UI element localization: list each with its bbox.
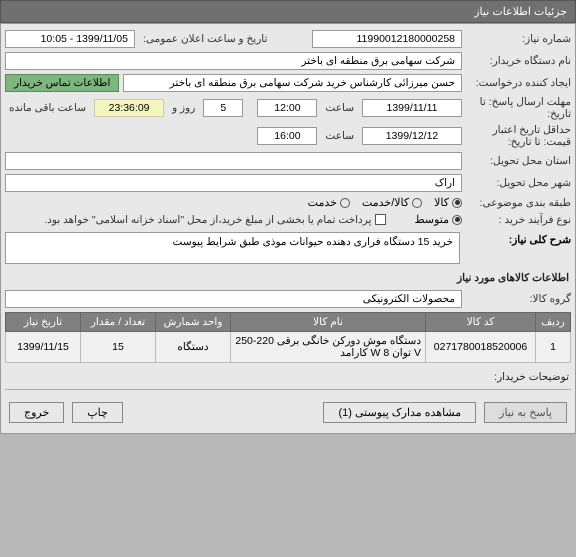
panel-title: جزئیات اطلاعات نیاز: [474, 6, 567, 18]
group-label: طبقه بندی موضوعی:: [466, 197, 571, 209]
validity-label: حداقل تاریخ اعتبار قیمت: تا تاریخ:: [466, 124, 571, 148]
deadline-label: مهلت ارسال پاسخ: تا تاریخ:: [466, 96, 571, 120]
pay-checkbox[interactable]: [375, 214, 386, 225]
radio-dot: [340, 198, 350, 208]
request-create-field: حسن میرزائی کارشناس خرید شرکت سهامی برق …: [123, 74, 462, 92]
validity-time: 16:00: [257, 127, 317, 145]
deadline-date: 1399/11/11: [362, 99, 462, 117]
radio-khidmat-label: خدمت: [308, 196, 337, 209]
th-name: نام کالا: [231, 313, 426, 332]
city-label: شهر محل تحویل:: [466, 177, 571, 189]
items-section-title: اطلاعات کالاهای مورد نیاز: [5, 268, 571, 288]
details-body: شماره نیاز: 11990012180000258 تاریخ و سا…: [0, 23, 576, 434]
city-field: اراک: [5, 174, 462, 192]
need-no-label: شماره نیاز:: [466, 33, 571, 45]
items-table: ردیف کد کالا نام کالا واحد شمارش تعداد /…: [5, 312, 571, 363]
public-date-label: تاریخ و ساعت اعلان عمومی:: [139, 33, 271, 45]
request-create-label: ایجاد کننده درخواست:: [466, 77, 571, 89]
desc-box: خرید 15 دستگاه فراری دهنده حیوانات موذی …: [5, 232, 460, 264]
group-radios: کالا کالا/خدمت خدمت: [308, 196, 462, 209]
days-label: روز و: [168, 102, 199, 114]
deadline-time: 12:00: [257, 99, 317, 117]
countdown-label: ساعت باقی مانده: [5, 102, 90, 114]
contact-button[interactable]: اطلاعات تماس خریدار: [5, 74, 119, 92]
footer-buttons: پاسخ به نیاز مشاهده مدارک پیوستی (1) چاپ…: [5, 396, 571, 429]
validity-date: 1399/12/12: [362, 127, 462, 145]
th-unit: واحد شمارش: [156, 313, 231, 332]
process-label: نوع فرآیند خرید :: [466, 214, 571, 226]
public-date-field: 1399/11/05 - 10:05: [5, 30, 135, 48]
th-date: تاریخ نیاز: [6, 313, 81, 332]
table-header-row: ردیف کد کالا نام کالا واحد شمارش تعداد /…: [6, 313, 571, 332]
panel-header-details: جزئیات اطلاعات نیاز: [0, 0, 576, 23]
radio-kala-label: کالا: [434, 196, 449, 209]
radio-khidmat[interactable]: خدمت: [308, 196, 350, 209]
radio-kala[interactable]: کالا: [434, 196, 462, 209]
countdown-field: 23:36:09: [94, 99, 164, 117]
need-no-field: 11990012180000258: [312, 30, 462, 48]
table-row[interactable]: 1 0271780018520006 دستگاه موش دورکن خانگ…: [6, 332, 571, 363]
radio-dot: [412, 198, 422, 208]
td-unit: دستگاه: [156, 332, 231, 363]
buyer-field: شرکت سهامی برق منطقه ای باختر: [5, 52, 462, 70]
td-name: دستگاه موش دورکن خانگی برقی 220-250 V تو…: [231, 332, 426, 363]
radio-mid-label: متوسط: [414, 213, 449, 226]
td-code: 0271780018520006: [426, 332, 536, 363]
td-idx: 1: [536, 332, 571, 363]
item-group-label: گروه کالا:: [466, 293, 571, 305]
answer-button[interactable]: پاسخ به نیاز: [484, 402, 567, 423]
radio-dot-checked: [452, 198, 462, 208]
td-date: 1399/11/15: [6, 332, 81, 363]
province-field: [5, 152, 462, 170]
radio-kala-service[interactable]: کالا/خدمت: [362, 196, 422, 209]
radio-dot-checked: [452, 215, 462, 225]
time-label-1: ساعت: [321, 102, 358, 114]
desc-label: شرح کلی نیاز:: [466, 232, 571, 264]
th-idx: ردیف: [536, 313, 571, 332]
time-label-2: ساعت: [321, 130, 358, 142]
td-qty: 15: [81, 332, 156, 363]
attach-button[interactable]: مشاهده مدارک پیوستی (1): [323, 402, 476, 423]
print-button[interactable]: چاپ: [72, 402, 123, 423]
province-label: استان محل تحویل:: [466, 155, 571, 167]
radio-mid[interactable]: متوسط: [414, 213, 462, 226]
th-qty: تعداد / مقدار: [81, 313, 156, 332]
exit-button[interactable]: خروج: [9, 402, 64, 423]
process-radios: متوسط: [414, 213, 462, 226]
pay-note: پرداخت تمام یا بخشی از مبلغ خرید،از محل …: [44, 214, 371, 226]
radio-service-label: کالا/خدمت: [362, 196, 409, 209]
days-field: 5: [203, 99, 243, 117]
item-group-field: محصولات الکترونیکی: [5, 290, 462, 308]
buyer-notes-label: توضیحات خریدار:: [5, 363, 571, 387]
th-code: کد کالا: [426, 313, 536, 332]
buyer-label: نام دستگاه خریدار:: [466, 55, 571, 67]
